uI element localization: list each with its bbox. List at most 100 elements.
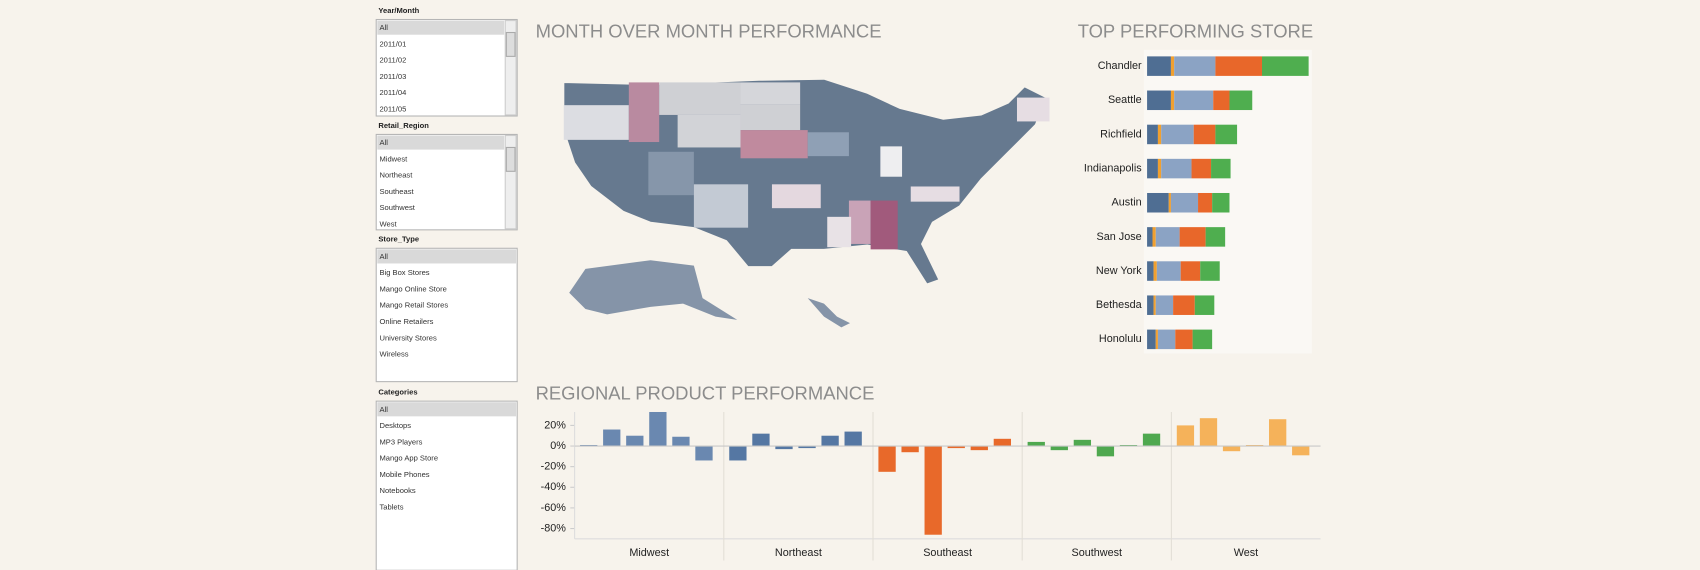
bar-segment xyxy=(1147,192,1169,213)
bar xyxy=(993,438,1011,447)
state xyxy=(740,130,808,159)
bar xyxy=(1222,446,1241,452)
filter-option[interactable]: All xyxy=(379,252,388,261)
bar-segment xyxy=(1152,227,1156,247)
filter-option[interactable]: 2011/04 xyxy=(379,88,406,97)
selected-row xyxy=(377,402,517,417)
y-tick-label: 20% xyxy=(544,419,566,431)
bar-segment xyxy=(1170,90,1175,111)
bar xyxy=(924,446,942,535)
bar-segment xyxy=(1215,124,1238,145)
bar xyxy=(1176,425,1195,447)
filter-option[interactable]: Wireless xyxy=(379,350,408,359)
filter-option[interactable]: University Stores xyxy=(379,333,436,342)
filter-option[interactable]: Mobile Phones xyxy=(379,470,429,479)
filter-box xyxy=(375,247,518,383)
state xyxy=(848,200,871,244)
bar xyxy=(1050,446,1068,451)
bar-segment xyxy=(1175,329,1193,350)
filter-option[interactable]: MP3 Players xyxy=(379,437,422,446)
filter-option[interactable]: 2011/01 xyxy=(379,39,406,48)
state xyxy=(880,146,903,177)
state xyxy=(827,216,852,248)
x-tick-label: Northeast xyxy=(775,547,822,559)
filter-option[interactable]: Mango App Store xyxy=(379,454,438,463)
bar-segment xyxy=(1153,295,1156,315)
bar-segment xyxy=(1170,56,1175,76)
filter-option[interactable]: Tablets xyxy=(379,502,403,511)
scroll-thumb xyxy=(505,146,516,172)
bar xyxy=(649,411,667,447)
filter-option[interactable]: Southwest xyxy=(379,203,415,212)
filter-option[interactable]: All xyxy=(379,138,388,147)
filter-option[interactable]: Desktops xyxy=(379,421,411,430)
bar xyxy=(752,433,770,447)
bar-segment xyxy=(1147,295,1154,315)
filter-option[interactable]: Mango Retail Stores xyxy=(379,301,448,310)
bar xyxy=(775,446,793,450)
filter-option[interactable]: Northeast xyxy=(379,171,413,180)
bar xyxy=(901,446,919,453)
selected-row xyxy=(377,135,505,150)
bar-segment xyxy=(1156,261,1181,281)
bar-segment xyxy=(1168,192,1171,213)
y-tick-label: 0% xyxy=(550,440,566,452)
filter-box xyxy=(375,133,518,231)
bar-segment xyxy=(1192,329,1213,350)
alaska xyxy=(569,260,738,320)
state xyxy=(910,186,960,202)
x-tick-label: Midwest xyxy=(629,547,669,559)
filter-option[interactable]: 2011/03 xyxy=(379,72,406,81)
bar-segment xyxy=(1174,56,1216,76)
bar-segment xyxy=(1211,158,1231,179)
bar-segment xyxy=(1147,261,1154,281)
bar-segment xyxy=(1215,56,1263,76)
bar xyxy=(844,431,862,447)
filter-option[interactable]: All xyxy=(379,23,388,32)
bar-segment xyxy=(1173,295,1195,315)
filter-option[interactable]: Online Retailers xyxy=(379,317,433,326)
filter-option[interactable]: 2011/05 xyxy=(379,105,406,114)
x-tick-label: Southwest xyxy=(1071,547,1122,559)
bar-segment xyxy=(1153,261,1157,281)
filter-box xyxy=(375,400,518,570)
filter-option[interactable]: 2011/02 xyxy=(379,56,406,65)
bar xyxy=(878,446,896,472)
y-tick-label: -80% xyxy=(541,522,567,534)
filter-title: Year/Month xyxy=(378,6,419,15)
content: MONTH OVER MONTH PERFORMANCE Year/Month A… xyxy=(375,6,1321,570)
bar-segment xyxy=(1170,192,1199,213)
bar xyxy=(1199,418,1218,447)
bar xyxy=(821,435,839,447)
state xyxy=(740,104,801,131)
y-tick-label: -40% xyxy=(541,481,567,493)
bar-segment xyxy=(1262,56,1309,76)
filter-option[interactable]: Big Box Stores xyxy=(379,268,429,277)
state xyxy=(693,184,749,228)
scrollbar xyxy=(504,134,517,230)
filter-option[interactable]: All xyxy=(379,405,388,414)
filter-option[interactable]: Southeast xyxy=(379,187,414,196)
filter-option[interactable]: West xyxy=(379,219,397,228)
filter-option[interactable]: Mango Online Store xyxy=(379,284,446,293)
store-label: Richfield xyxy=(1100,128,1142,140)
selected-row xyxy=(377,249,517,264)
bar-segment xyxy=(1194,295,1215,315)
store-label: Indianapolis xyxy=(1084,162,1142,174)
bar-segment xyxy=(1205,227,1226,247)
bar-segment xyxy=(1191,158,1212,179)
y-tick-label: -60% xyxy=(541,502,567,514)
bar xyxy=(695,446,713,461)
filter-option[interactable]: Notebooks xyxy=(379,486,415,495)
bar-segment xyxy=(1155,295,1174,315)
filter-title: Retail_Region xyxy=(378,121,429,130)
filter-title: Categories xyxy=(378,387,417,396)
bar xyxy=(672,436,690,447)
scrollbar xyxy=(504,20,517,116)
state xyxy=(648,151,694,196)
bar-segment xyxy=(1180,261,1201,281)
bar xyxy=(1096,446,1115,457)
filter-option[interactable]: Midwest xyxy=(379,154,408,163)
